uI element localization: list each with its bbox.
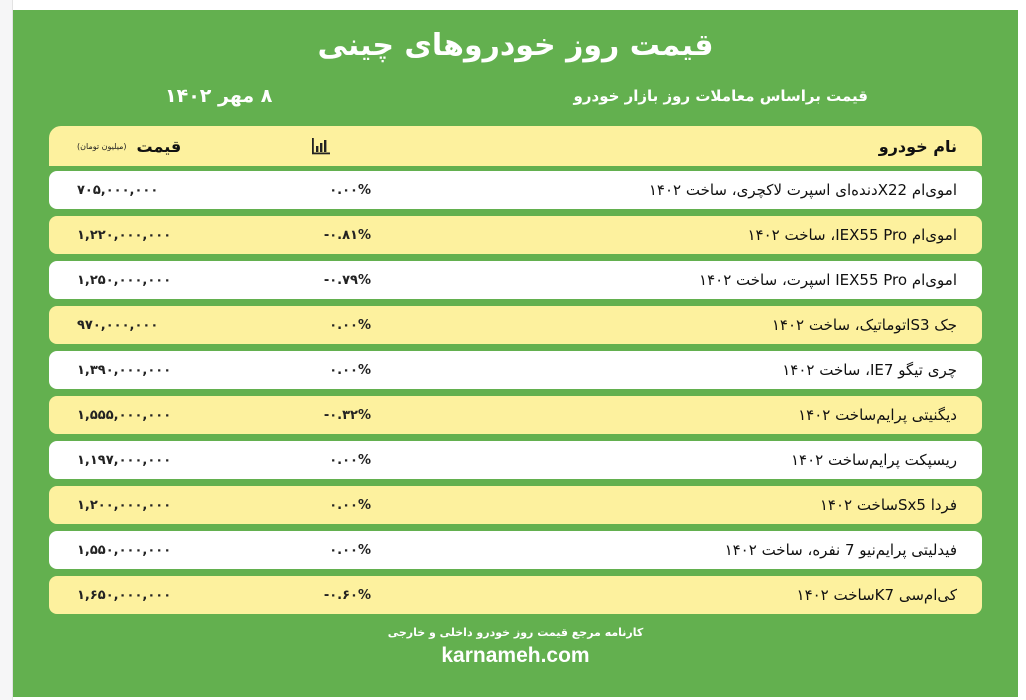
car-name: کی‌ام‌سی K7ساخت ۱۴۰۲ — [796, 586, 957, 604]
footer-tagline: کارنامه مرجع قیمت روز خودرو داخلی و خارج… — [387, 626, 644, 639]
price-panel: قیمت روز خودروهای چینی قیمت براساس معامل… — [13, 10, 1018, 697]
column-header-name: نام خودرو — [878, 136, 957, 156]
car-name: چری تیگو IE7، ساخت ۱۴۰۲ — [782, 361, 957, 379]
table-row: چری تیگو IE7، ساخت ۱۴۰۲ ۰.۰۰% ۱,۳۹۰,۰۰۰,… — [49, 351, 982, 389]
car-name: اموی‌ام IEX55 Pro، ساخت ۱۴۰۲ — [747, 226, 957, 244]
car-price: ۱,۲۲۰,۰۰۰,۰۰۰ — [77, 227, 172, 243]
table-row: فردا Sx5ساخت ۱۴۰۲ ۰.۰۰% ۱,۲۰۰,۰۰۰,۰۰۰ — [49, 486, 982, 524]
car-price: ۱,۵۵۰,۰۰۰,۰۰۰ — [77, 542, 172, 558]
page-left-edge — [0, 0, 13, 700]
car-price: ۹۷۰,۰۰۰,۰۰۰ — [77, 317, 159, 333]
car-name: ریسپکت پرایم‌ساخت ۱۴۰۲ — [790, 451, 957, 469]
price-change: ۰.۰۰% — [329, 182, 371, 198]
price-table: نام خودرو (میلیون تومان) قیمت اموی‌ام X2… — [49, 126, 982, 621]
table-row: کی‌ام‌سی K7ساخت ۱۴۰۲ -۰.۶۰% ۱,۶۵۰,۰۰۰,۰۰… — [49, 576, 982, 614]
price-change: -۰.۶۰% — [323, 587, 371, 603]
car-name: فیدلیتی پرایم‌نیو 7 نفره، ساخت ۱۴۰۲ — [724, 541, 957, 559]
price-change: ۰.۰۰% — [329, 542, 371, 558]
car-name: دیگنیتی پرایم‌ساخت ۱۴۰۲ — [798, 406, 957, 424]
car-name: اموی‌ام X22دنده‌ای اسپرت لاکچری، ساخت ۱۴… — [648, 181, 957, 199]
car-name: فردا Sx5ساخت ۱۴۰۲ — [819, 496, 957, 514]
car-price: ۱,۲۵۰,۰۰۰,۰۰۰ — [77, 272, 172, 288]
price-change: -۰.۳۲% — [323, 407, 371, 423]
footer-site-link[interactable]: karnameh.com — [441, 644, 590, 667]
car-price: ۱,۲۰۰,۰۰۰,۰۰۰ — [77, 497, 172, 513]
table-row: جک S3اتوماتیک، ساخت ۱۴۰۲ ۰.۰۰% ۹۷۰,۰۰۰,۰… — [49, 306, 982, 344]
price-change: ۰.۰۰% — [329, 317, 371, 333]
price-label: قیمت — [136, 136, 182, 156]
column-header-price: (میلیون تومان) قیمت — [77, 126, 181, 166]
car-name: اموی‌ام IEX55 Pro اسپرت، ساخت ۱۴۰۲ — [699, 271, 957, 289]
car-price: ۱,۳۹۰,۰۰۰,۰۰۰ — [77, 362, 172, 378]
page-subtitle: قیمت براساس معاملات روز بازار خودرو — [573, 87, 868, 105]
price-change: -۰.۷۹% — [323, 272, 371, 288]
page-title: قیمت روز خودروهای چینی — [317, 28, 714, 63]
table-row: دیگنیتی پرایم‌ساخت ۱۴۰۲ -۰.۳۲% ۱,۵۵۵,۰۰۰… — [49, 396, 982, 434]
car-price: ۷۰۵,۰۰۰,۰۰۰ — [77, 182, 159, 198]
price-unit-label: (میلیون تومان) — [77, 141, 127, 151]
car-price: ۱,۱۹۷,۰۰۰,۰۰۰ — [77, 452, 172, 468]
car-price: ۱,۵۵۵,۰۰۰,۰۰۰ — [77, 407, 172, 423]
price-change: -۰.۸۱% — [323, 227, 371, 243]
date-label: ۸ مهر ۱۴۰۲ — [165, 85, 273, 107]
price-change: ۰.۰۰% — [329, 497, 371, 513]
table-row: ریسپکت پرایم‌ساخت ۱۴۰۲ ۰.۰۰% ۱,۱۹۷,۰۰۰,۰… — [49, 441, 982, 479]
table-row: اموی‌ام IEX55 Pro اسپرت، ساخت ۱۴۰۲ -۰.۷۹… — [49, 261, 982, 299]
price-change: ۰.۰۰% — [329, 362, 371, 378]
table-header: نام خودرو (میلیون تومان) قیمت — [49, 126, 982, 166]
price-change: ۰.۰۰% — [329, 452, 371, 468]
bar-chart-icon — [312, 138, 330, 155]
car-name: جک S3اتوماتیک، ساخت ۱۴۰۲ — [771, 316, 957, 334]
table-row: اموی‌ام IEX55 Pro، ساخت ۱۴۰۲ -۰.۸۱% ۱,۲۲… — [49, 216, 982, 254]
table-row: فیدلیتی پرایم‌نیو 7 نفره، ساخت ۱۴۰۲ ۰.۰۰… — [49, 531, 982, 569]
car-price: ۱,۶۵۰,۰۰۰,۰۰۰ — [77, 587, 172, 603]
table-row: اموی‌ام X22دنده‌ای اسپرت لاکچری، ساخت ۱۴… — [49, 171, 982, 209]
